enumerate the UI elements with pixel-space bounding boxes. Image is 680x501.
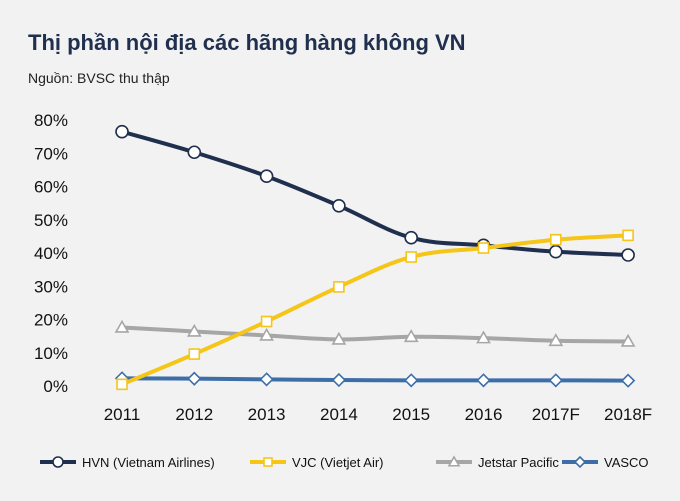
series-jetstar <box>114 319 636 347</box>
data-point <box>333 281 345 293</box>
y-tick-label: 50% <box>34 211 68 230</box>
data-point <box>259 169 274 183</box>
x-tick-label: 2016 <box>465 405 503 424</box>
series-line <box>120 233 631 387</box>
y-tick-label: 80% <box>34 111 68 130</box>
y-tick-label: 70% <box>34 144 68 163</box>
data-point <box>259 372 274 387</box>
x-tick-label: 2017F <box>532 405 580 424</box>
y-tick-label: 20% <box>34 311 68 330</box>
data-point <box>405 251 418 263</box>
data-point <box>548 333 564 347</box>
series-line <box>120 129 631 257</box>
chart-title: Thị phần nội địa các hãng hàng không VN <box>28 30 466 55</box>
y-tick-label: 10% <box>34 344 68 363</box>
data-point <box>115 124 129 139</box>
series-vasco <box>114 371 636 388</box>
data-point <box>188 348 201 360</box>
data-point <box>548 244 563 259</box>
data-point <box>404 230 419 245</box>
x-axis-ticks: 2011 2012 2013 2014 2015 2016 2017F 2018F <box>104 405 652 424</box>
chart-source: Nguồn: BVSC thu thập <box>28 70 170 86</box>
y-axis-ticks: 0% 10% 20% 30% 40% 50% 60% 70% 80% <box>34 111 68 396</box>
data-point <box>116 378 128 391</box>
legend-item: HVN (Vietnam Airlines) <box>40 455 215 470</box>
series-hvn <box>115 124 635 262</box>
legend-label: Jetstar Pacific <box>478 455 559 470</box>
data-point <box>573 455 587 469</box>
data-point <box>476 330 491 344</box>
x-tick-label: 2011 <box>104 405 141 424</box>
data-point <box>620 333 636 347</box>
y-tick-label: 60% <box>34 178 68 197</box>
x-tick-label: 2012 <box>175 405 213 424</box>
data-point <box>260 315 273 328</box>
data-point <box>403 329 419 343</box>
data-point <box>331 372 347 388</box>
data-point <box>447 455 461 467</box>
series-layer <box>114 124 636 391</box>
legend-label: HVN (Vietnam Airlines) <box>82 455 215 470</box>
data-point <box>620 373 636 388</box>
data-point <box>549 233 562 246</box>
data-point <box>263 457 273 467</box>
y-tick-label: 0% <box>43 377 68 396</box>
x-tick-label: 2013 <box>248 405 286 424</box>
data-point <box>621 248 635 262</box>
x-tick-label: 2015 <box>392 405 430 424</box>
data-point <box>477 242 490 254</box>
legend-item: VASCO <box>562 455 649 470</box>
legend-item: Jetstar Pacific <box>436 455 559 470</box>
data-point <box>259 327 274 341</box>
x-tick-label: 2014 <box>320 405 358 424</box>
data-point <box>548 373 563 388</box>
x-tick-label: 2018F <box>604 405 652 424</box>
data-point <box>187 371 202 386</box>
data-point <box>331 331 347 345</box>
y-tick-label: 40% <box>34 244 68 263</box>
data-point <box>114 319 130 333</box>
legend-label: VJC (Vietjet Air) <box>292 455 384 470</box>
data-point <box>52 456 64 468</box>
data-point <box>186 323 202 337</box>
series-line <box>120 325 631 344</box>
series-vjc <box>116 229 634 391</box>
legend: HVN (Vietnam Airlines) VJC (Vietjet Air) J… <box>40 455 649 470</box>
legend-item: VJC (Vietjet Air) <box>250 455 384 470</box>
y-tick-label: 30% <box>34 277 68 296</box>
data-point <box>622 229 634 242</box>
data-point <box>332 198 346 213</box>
data-point <box>187 145 202 160</box>
legend-label: VASCO <box>604 455 649 470</box>
data-point <box>476 373 491 388</box>
data-point <box>404 373 419 388</box>
